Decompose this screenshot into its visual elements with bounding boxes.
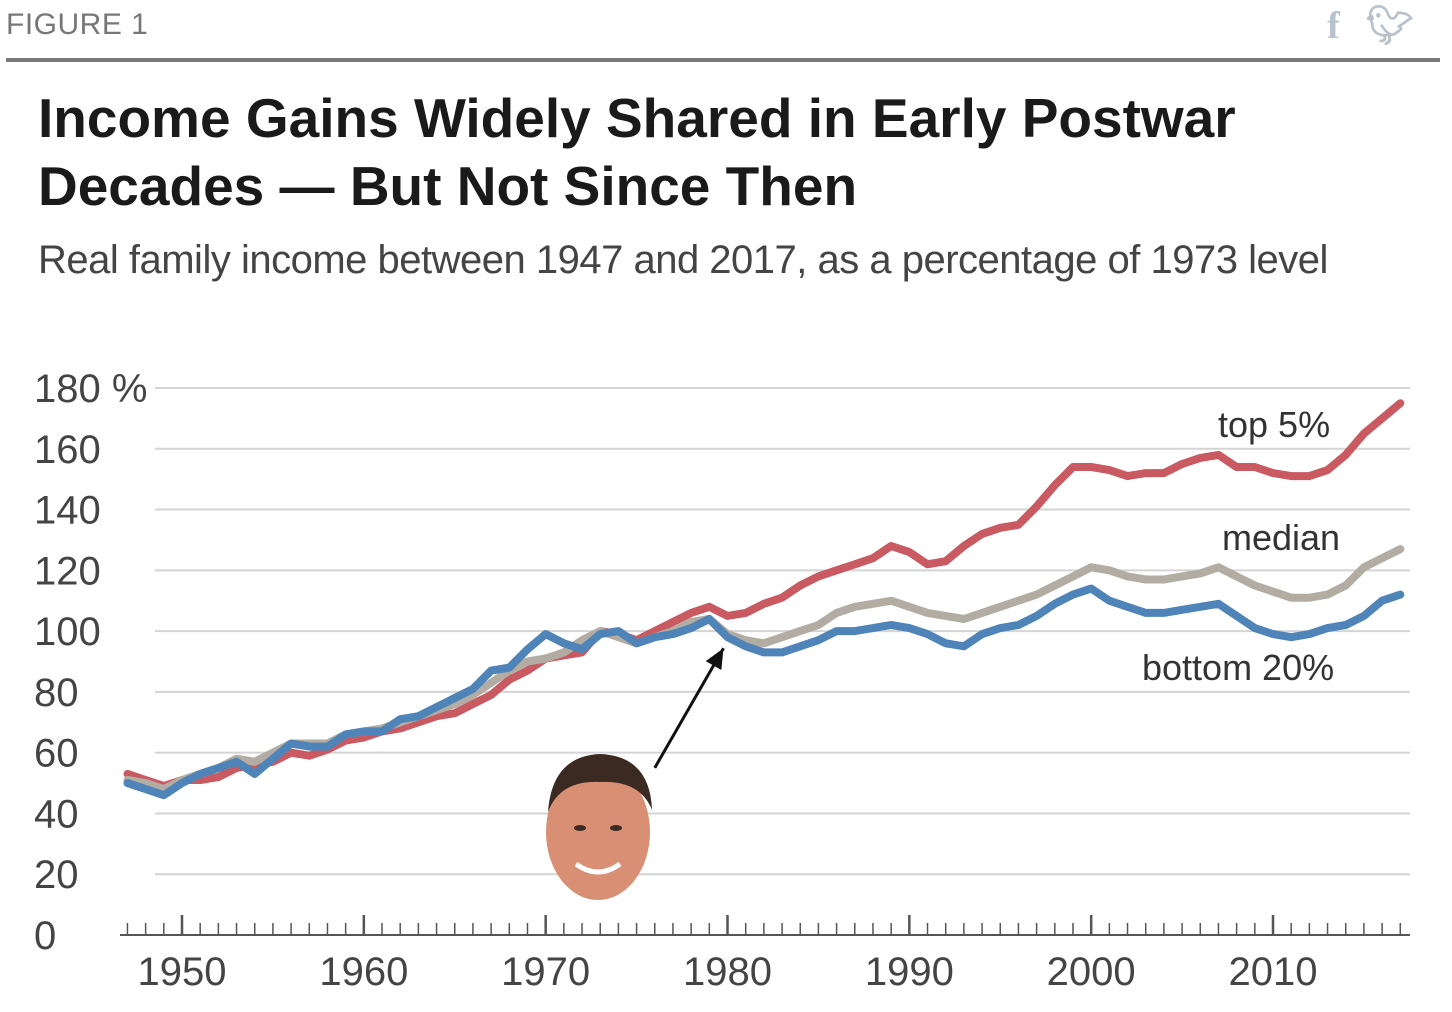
portrait-icon xyxy=(546,754,652,900)
y-tick-label: 80 xyxy=(34,671,79,715)
series-line-bottom-20- xyxy=(123,584,1405,800)
header-divider xyxy=(6,58,1440,62)
x-tick-label: 2000 xyxy=(1047,950,1136,994)
arrowhead xyxy=(705,648,724,671)
y-tick-label: 180 % xyxy=(34,367,147,411)
x-tick-label: 1980 xyxy=(683,950,772,994)
series-lines xyxy=(123,399,1405,800)
x-tick-label: 1950 xyxy=(138,950,227,994)
annotation-arrow xyxy=(653,647,725,769)
series-label: top 5% xyxy=(1218,404,1330,445)
series-labels: top 5% median bottom 20% xyxy=(1142,404,1340,688)
y-tick-label: 40 xyxy=(34,792,79,836)
x-axis: 1950 1960 1970 1980 1990 2000 2010 xyxy=(120,915,1410,994)
y-tick-label: 0 xyxy=(34,914,56,958)
series-line-top-5- xyxy=(123,399,1405,791)
share-buttons: f 🐦︎ xyxy=(1327,4,1414,48)
y-tick-label: 100 xyxy=(34,610,101,654)
chart-subtitle: Real family income between 1947 and 2017… xyxy=(38,238,1328,282)
y-tick-label: 160 xyxy=(34,428,101,472)
twitter-icon[interactable]: 🐦︎ xyxy=(1365,5,1414,47)
chart-title: Income Gains Widely Shared in Early Post… xyxy=(38,87,1236,217)
series-label: median xyxy=(1222,517,1340,558)
x-tick-label: 1960 xyxy=(319,950,408,994)
x-tick-label: 1990 xyxy=(865,950,954,994)
y-tick-label: 60 xyxy=(34,732,79,776)
annotation xyxy=(546,647,725,900)
y-axis: 180 % 160 140 120 100 80 60 40 20 0 xyxy=(34,367,147,958)
figure-label: FIGURE 1 xyxy=(6,8,149,41)
x-tick-label: 1970 xyxy=(501,950,590,994)
x-tick-label: 2010 xyxy=(1229,950,1318,994)
facebook-icon[interactable]: f xyxy=(1327,5,1340,47)
gridlines xyxy=(155,387,1410,876)
series-label: bottom 20% xyxy=(1142,647,1334,688)
y-tick-label: 140 xyxy=(34,489,101,533)
y-tick-label: 20 xyxy=(34,853,79,897)
y-tick-label: 120 xyxy=(34,549,101,593)
